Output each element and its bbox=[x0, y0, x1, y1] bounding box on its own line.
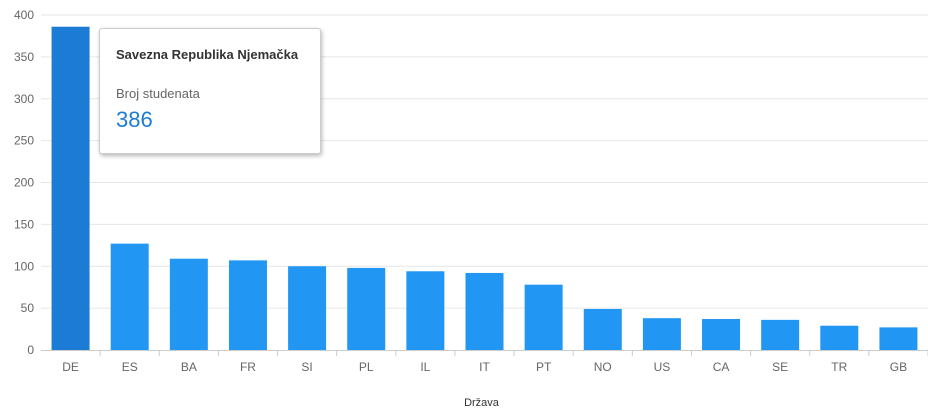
x-tick-label: IT bbox=[479, 360, 490, 374]
x-tick-label: PT bbox=[536, 360, 552, 374]
x-tick-label: IL bbox=[420, 360, 430, 374]
x-tick-label: BA bbox=[181, 360, 197, 374]
y-tick-label: 350 bbox=[14, 50, 34, 64]
x-tick-label: SE bbox=[772, 360, 788, 374]
x-tick-label: CA bbox=[713, 360, 730, 374]
bar-ES[interactable] bbox=[110, 243, 149, 350]
tooltip: Savezna Republika Njemačka Broj studenat… bbox=[99, 28, 321, 154]
y-tick-label: 300 bbox=[14, 92, 34, 106]
x-tick-label: NO bbox=[594, 360, 612, 374]
y-tick-label: 400 bbox=[14, 8, 34, 22]
bar-IT[interactable] bbox=[465, 272, 504, 350]
x-tick-label: TR bbox=[831, 360, 847, 374]
x-tick-label: DE bbox=[62, 360, 79, 374]
bar-TR[interactable] bbox=[820, 325, 859, 350]
tooltip-title: Savezna Republika Njemačka bbox=[116, 47, 299, 62]
x-axis-ticks: DE ES BA FR SI PL IL IT PT NO US CA SE TR GB bbox=[62, 350, 928, 374]
y-tick-label: 50 bbox=[21, 301, 35, 315]
bar-CA[interactable] bbox=[702, 319, 741, 350]
x-axis-title: Država bbox=[464, 397, 500, 408]
x-tick-label: ES bbox=[122, 360, 138, 374]
bar-PL[interactable] bbox=[347, 267, 386, 350]
y-tick-label: 150 bbox=[14, 217, 34, 231]
bar-SE[interactable] bbox=[761, 319, 800, 350]
bars bbox=[51, 26, 918, 350]
y-axis-ticks: 0 50 100 150 200 250 300 350 400 bbox=[14, 8, 34, 357]
x-tick-label: US bbox=[654, 360, 671, 374]
y-tick-label: 250 bbox=[14, 134, 34, 148]
bar-BA[interactable] bbox=[169, 258, 208, 350]
bar-NO[interactable] bbox=[583, 308, 622, 350]
tooltip-label: Broj studenata bbox=[116, 86, 200, 101]
x-tick-label: FR bbox=[240, 360, 256, 374]
bar-IL[interactable] bbox=[406, 271, 445, 350]
x-tick-label: SI bbox=[301, 360, 312, 374]
y-tick-label: 0 bbox=[27, 343, 34, 357]
bar-SI[interactable] bbox=[288, 266, 327, 350]
bar-GB[interactable] bbox=[879, 327, 918, 350]
bar-US[interactable] bbox=[642, 318, 681, 350]
bar-DE[interactable] bbox=[51, 26, 90, 350]
x-tick-label: PL bbox=[359, 360, 374, 374]
bar-FR[interactable] bbox=[228, 260, 267, 350]
tooltip-value: 386 bbox=[116, 107, 153, 132]
bar-PT[interactable] bbox=[524, 284, 563, 350]
x-tick-label: GB bbox=[890, 360, 907, 374]
y-tick-label: 200 bbox=[14, 176, 34, 190]
y-tick-label: 100 bbox=[14, 259, 34, 273]
